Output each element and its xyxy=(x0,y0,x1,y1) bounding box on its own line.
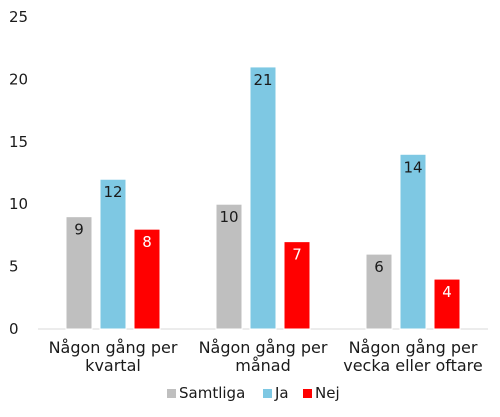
bar-ja-2 xyxy=(249,66,277,330)
data-label-nej-3: 4 xyxy=(442,283,452,301)
y-tick-label: 15 xyxy=(9,133,28,151)
bar-nej-1 xyxy=(133,228,161,330)
bar-ja-1 xyxy=(99,178,127,330)
legend-label-nej: Nej xyxy=(315,384,340,402)
category-label-2-line-1: Någon gång per xyxy=(199,338,328,357)
legend-swatch-nej xyxy=(303,389,312,398)
y-tick-label: 5 xyxy=(9,258,19,276)
category-label-3-line-1: Någon gång per xyxy=(349,338,478,357)
data-label-ja-1: 12 xyxy=(103,183,122,201)
y-tick-label: 0 xyxy=(9,320,19,338)
bar-nej-2 xyxy=(283,241,311,330)
bar-samtliga-1 xyxy=(65,216,93,330)
data-label-nej-1: 8 xyxy=(142,233,152,251)
data-label-samtliga-3: 6 xyxy=(374,258,384,276)
data-label-samtliga-1: 9 xyxy=(74,221,84,239)
legend: Samtliga Ja Nej xyxy=(167,384,340,402)
category-label-2-line-2: månad xyxy=(235,356,291,375)
data-labels: 9 12 8 10 21 7 6 14 4 xyxy=(74,71,452,301)
bar-ja-3 xyxy=(399,153,427,330)
legend-swatch-ja xyxy=(263,389,272,398)
category-label-1-line-2: kvartal xyxy=(85,356,141,375)
bars xyxy=(65,66,461,330)
legend-label-samtliga: Samtliga xyxy=(179,384,245,402)
legend-swatch-samtliga xyxy=(167,389,176,398)
bar-samtliga-3 xyxy=(365,253,393,330)
y-tick-label: 10 xyxy=(9,195,28,213)
y-axis-ticks: 0 5 10 15 20 25 xyxy=(9,8,28,338)
y-tick-label: 25 xyxy=(9,8,28,26)
data-label-ja-3: 14 xyxy=(403,158,422,176)
y-tick-label: 20 xyxy=(9,70,28,88)
category-label-3-line-2: vecka eller oftare xyxy=(343,356,483,375)
data-label-ja-2: 21 xyxy=(253,71,272,89)
data-label-nej-2: 7 xyxy=(292,246,302,264)
category-label-1-line-1: Någon gång per xyxy=(49,338,178,357)
legend-label-ja: Ja xyxy=(274,384,289,402)
bar-samtliga-2 xyxy=(215,203,243,330)
bar-nej-3 xyxy=(433,278,461,330)
data-label-samtliga-2: 10 xyxy=(219,208,238,226)
